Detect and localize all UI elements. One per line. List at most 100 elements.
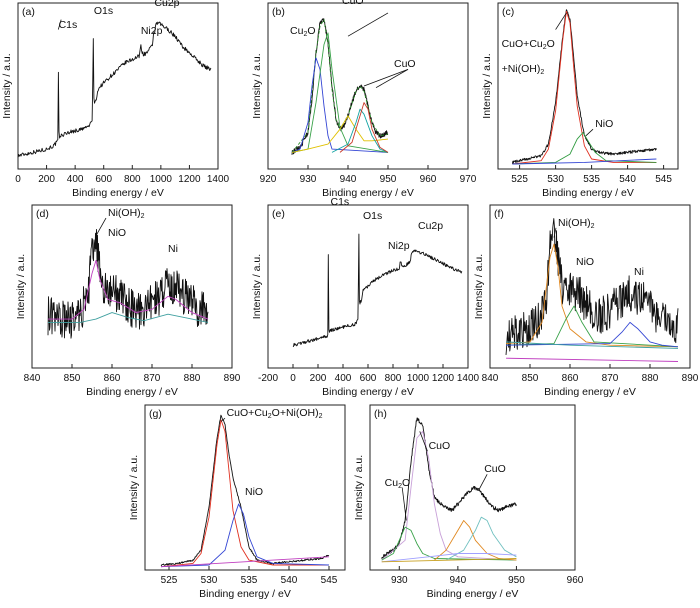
- series-line: [512, 10, 657, 165]
- series-line: [331, 108, 389, 153]
- peak-label: CuO+Cu2O+Ni(OH)2: [227, 407, 323, 420]
- peak-label: O1s: [363, 210, 382, 222]
- peak-label: CuO: [484, 463, 506, 475]
- x-tick-label: 960: [420, 174, 437, 185]
- x-tick-label: 880: [642, 373, 659, 384]
- panel-1: 0 200 400 600 800 1000 1200 1400 Binding energy …: [1, 0, 230, 199]
- peak-label: NiO: [245, 486, 263, 498]
- x-tick-label: 800: [124, 174, 141, 185]
- panel-3: 525 530 535 540 545 Binding energy / eV Intens…: [481, 2, 679, 199]
- x-tick-label: 200: [310, 373, 327, 384]
- series-line: [381, 526, 517, 561]
- x-axis-label: Binding energy / eV: [427, 588, 519, 600]
- series-line: [291, 115, 389, 153]
- series-line: [381, 430, 517, 561]
- x-tick-label: -200: [258, 373, 278, 384]
- x-tick-label: 840: [482, 373, 499, 384]
- annotation-arrow: [555, 12, 567, 30]
- panel-8: 930 940 950 960 Binding energy / eV Intensity…: [353, 404, 584, 600]
- peak-label: Ni(OH)2: [108, 207, 145, 220]
- peak-label: Ni: [168, 243, 178, 255]
- peak-label: Cu2O: [385, 477, 411, 490]
- series-line: [48, 312, 209, 323]
- panel-5: -200 0 200 400 600 800 1000 1200 1400 Binding ene…: [251, 196, 480, 398]
- x-tick-label: 400: [67, 174, 84, 185]
- y-axis-label: Intensity / a.u.: [473, 254, 485, 319]
- x-tick-label: 535: [583, 174, 600, 185]
- x-tick-label: 525: [511, 174, 528, 185]
- series-line: [291, 19, 389, 153]
- series-line: [505, 218, 679, 355]
- series-line: [160, 414, 330, 567]
- panel-7: 525 530 535 540 545 Binding energy / eV Intens…: [128, 404, 346, 600]
- peak-label: CuO+Cu2O: [502, 38, 555, 51]
- x-tick-label: 800: [385, 373, 402, 384]
- series-line: [291, 57, 389, 153]
- x-tick-label: 540: [619, 174, 636, 185]
- x-axis-label: Binding energy / eV: [542, 187, 634, 199]
- x-tick-label: 950: [380, 174, 397, 185]
- series-line: [512, 132, 657, 165]
- x-tick-label: 200: [38, 174, 55, 185]
- x-tick-label: 890: [682, 373, 699, 384]
- annotation-arrow: [347, 12, 389, 37]
- series-line: [47, 228, 209, 339]
- series-line: [160, 503, 330, 568]
- x-tick-label: 1200: [432, 373, 455, 384]
- series-line: [511, 9, 657, 164]
- x-tick-label: 970: [460, 174, 477, 185]
- annotation-arrow: [478, 474, 488, 491]
- panel-label: (b): [272, 6, 285, 18]
- peak-label: NiO: [108, 227, 126, 239]
- x-tick-label: 1000: [150, 174, 173, 185]
- panel-label: (h): [374, 408, 387, 420]
- x-tick-label: 530: [201, 575, 218, 586]
- x-tick-label: 940: [450, 575, 467, 586]
- series-line: [160, 556, 330, 568]
- panel-label: (g): [149, 408, 162, 420]
- x-tick-label: 600: [95, 174, 112, 185]
- x-tick-label: 850: [522, 373, 539, 384]
- series-line: [160, 419, 329, 568]
- peak-label: Ni: [634, 266, 644, 278]
- series-line: [512, 158, 657, 165]
- peak-label: CuO: [429, 440, 451, 452]
- x-tick-label: 870: [144, 373, 161, 384]
- annotation-arrow: [585, 128, 594, 137]
- x-tick-label: 950: [508, 575, 525, 586]
- y-axis-label: Intensity / a.u.: [481, 53, 493, 118]
- y-axis-label: Intensity / a.u.: [251, 53, 263, 118]
- x-axis-label: Binding energy / eV: [544, 386, 636, 398]
- plot-frame: [489, 204, 691, 369]
- series-line: [381, 553, 517, 563]
- x-axis-label: Binding energy / eV: [322, 386, 414, 398]
- panel-label: (a): [22, 6, 35, 18]
- peak-label: C1s: [331, 196, 350, 208]
- series-line: [505, 341, 679, 349]
- x-tick-label: 1000: [407, 373, 430, 384]
- y-axis-label: Intensity / a.u.: [353, 455, 365, 520]
- series-line: [434, 520, 517, 561]
- annotation-arrow: [419, 431, 428, 452]
- x-tick-label: 525: [161, 575, 178, 586]
- plot-frame: [144, 404, 346, 571]
- series-line: [291, 32, 389, 153]
- peak-label: C1s: [59, 19, 78, 31]
- series-line: [381, 417, 517, 559]
- peak-label: NiO: [595, 118, 613, 130]
- panel-2: 920 930 940 950 960 970 Binding energy / eV Int…: [251, 0, 477, 199]
- peak-label: CuO: [342, 0, 364, 7]
- plot-frame: [31, 204, 233, 369]
- x-tick-label: 860: [562, 373, 579, 384]
- series-line: [505, 357, 679, 362]
- annotation-arrow: [57, 19, 62, 30]
- annotation-arrow: [553, 227, 557, 238]
- plot-frame: [369, 404, 576, 571]
- annotation-arrow: [401, 487, 407, 521]
- plot-frame: [497, 2, 679, 170]
- x-tick-label: 540: [281, 575, 298, 586]
- plot-frame: [17, 2, 219, 170]
- x-tick-label: 0: [290, 373, 296, 384]
- peak-label: +Ni(OH)2: [502, 63, 545, 76]
